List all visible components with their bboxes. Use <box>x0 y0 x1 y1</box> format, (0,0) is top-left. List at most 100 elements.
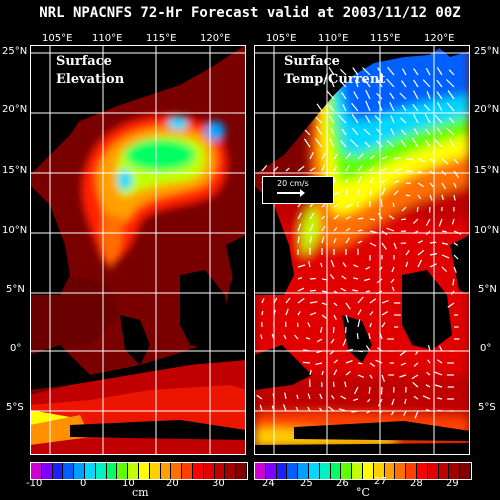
current-vector <box>284 392 287 400</box>
elevation-colorbar-swatch <box>192 463 204 479</box>
current-vector <box>261 297 265 304</box>
land-mask-taiwan <box>436 45 470 57</box>
current-vector <box>399 374 407 378</box>
land-mask-mindanao-r <box>450 235 470 295</box>
current-vector <box>389 92 395 100</box>
current-vector <box>330 338 335 344</box>
current-vector <box>273 166 279 172</box>
current-vector <box>451 218 455 225</box>
current-vector <box>340 287 347 292</box>
current-vector <box>328 406 335 412</box>
current-vector <box>365 290 371 293</box>
temp-tick-28: 28 <box>410 478 423 489</box>
temp-current-map <box>254 45 470 455</box>
current-vector <box>381 374 385 382</box>
lat-label-20n-right: 20°N <box>474 104 500 115</box>
current-vector <box>423 104 431 112</box>
current-vector <box>357 164 363 172</box>
temperature-colorbar-swatch <box>319 463 331 479</box>
land-mask-south <box>254 443 470 455</box>
current-vector <box>386 140 395 148</box>
current-vector <box>345 152 352 160</box>
current-vector <box>321 236 325 244</box>
current-vector <box>399 117 407 124</box>
current-vector <box>314 138 323 148</box>
lat-lon-grid-right <box>254 45 470 455</box>
current-vector <box>365 100 371 112</box>
current-vector <box>321 225 326 232</box>
current-vector <box>353 264 359 268</box>
current-vector <box>356 333 359 340</box>
current-vector <box>319 393 323 400</box>
temperature-colorbar-swatch <box>460 463 471 479</box>
elevation-anomaly-cyan-2 <box>205 121 225 141</box>
current-vector <box>393 157 401 160</box>
current-vector <box>340 140 347 148</box>
current-vector <box>438 218 443 227</box>
lat-lon-grid <box>30 45 246 455</box>
temperature-colorbar-swatch <box>308 463 320 479</box>
current-vector <box>401 218 407 221</box>
current-vector <box>449 138 455 148</box>
current-vector <box>329 138 335 148</box>
temperature-colorbar-swatch <box>395 463 407 479</box>
elevation-colorbar-swatch <box>128 463 139 479</box>
current-vector <box>369 362 376 367</box>
current-vector <box>453 170 459 178</box>
current-vector <box>412 90 419 100</box>
current-vector <box>380 199 383 208</box>
current-vector <box>321 164 326 172</box>
elevation-panel-label: Surface Elevation <box>56 54 125 87</box>
current-vector <box>441 254 450 259</box>
current-vector <box>333 314 337 320</box>
current-vector <box>434 138 443 148</box>
current-vector <box>285 297 291 304</box>
current-vector <box>412 381 419 388</box>
temp-tick-25: 25 <box>300 478 313 489</box>
current-vector <box>294 334 299 340</box>
current-vector <box>364 115 371 124</box>
current-vector <box>412 104 419 112</box>
current-vector <box>369 166 375 172</box>
current-vector <box>417 194 422 200</box>
current-vector <box>436 101 443 112</box>
current-vector <box>303 138 311 148</box>
current-vector <box>400 362 407 366</box>
current-vector <box>342 338 347 346</box>
current-vector <box>374 115 383 124</box>
land-mask-north <box>254 45 444 175</box>
temperature-colorbar-swatch <box>449 463 461 479</box>
current-vector <box>381 187 386 196</box>
current-vector <box>393 190 399 196</box>
current-vector <box>328 66 335 76</box>
current-vector <box>285 308 289 316</box>
temp-current-panel-label: Surface Temp/Current <box>284 54 386 87</box>
current-vector <box>445 79 455 88</box>
current-vector <box>333 177 337 184</box>
current-vector <box>345 314 349 323</box>
lon-label-115-left: 115°E <box>146 33 177 44</box>
current-vector <box>453 266 457 273</box>
current-vector <box>387 66 395 76</box>
land-mask-sumatra <box>30 345 90 390</box>
current-vector <box>297 223 302 232</box>
south-sea-orange <box>30 415 90 445</box>
current-vector <box>369 177 374 184</box>
land-mask-java-r <box>294 421 470 441</box>
temp-tick-29: 29 <box>446 478 459 489</box>
current-vector <box>369 230 377 234</box>
current-vector <box>425 128 431 136</box>
current-vector <box>405 261 409 268</box>
temperature-colorbar-swatch <box>362 463 374 479</box>
current-vector <box>345 204 353 208</box>
current-vector <box>302 361 311 364</box>
current-vector <box>357 240 363 244</box>
land-mask-peninsula <box>120 315 150 365</box>
current-vector <box>438 345 443 352</box>
current-vector <box>429 241 437 244</box>
current-vector <box>453 158 459 165</box>
current-vector <box>341 92 347 100</box>
current-vector <box>376 140 383 148</box>
current-vector <box>386 227 395 232</box>
current-vector <box>321 203 326 208</box>
